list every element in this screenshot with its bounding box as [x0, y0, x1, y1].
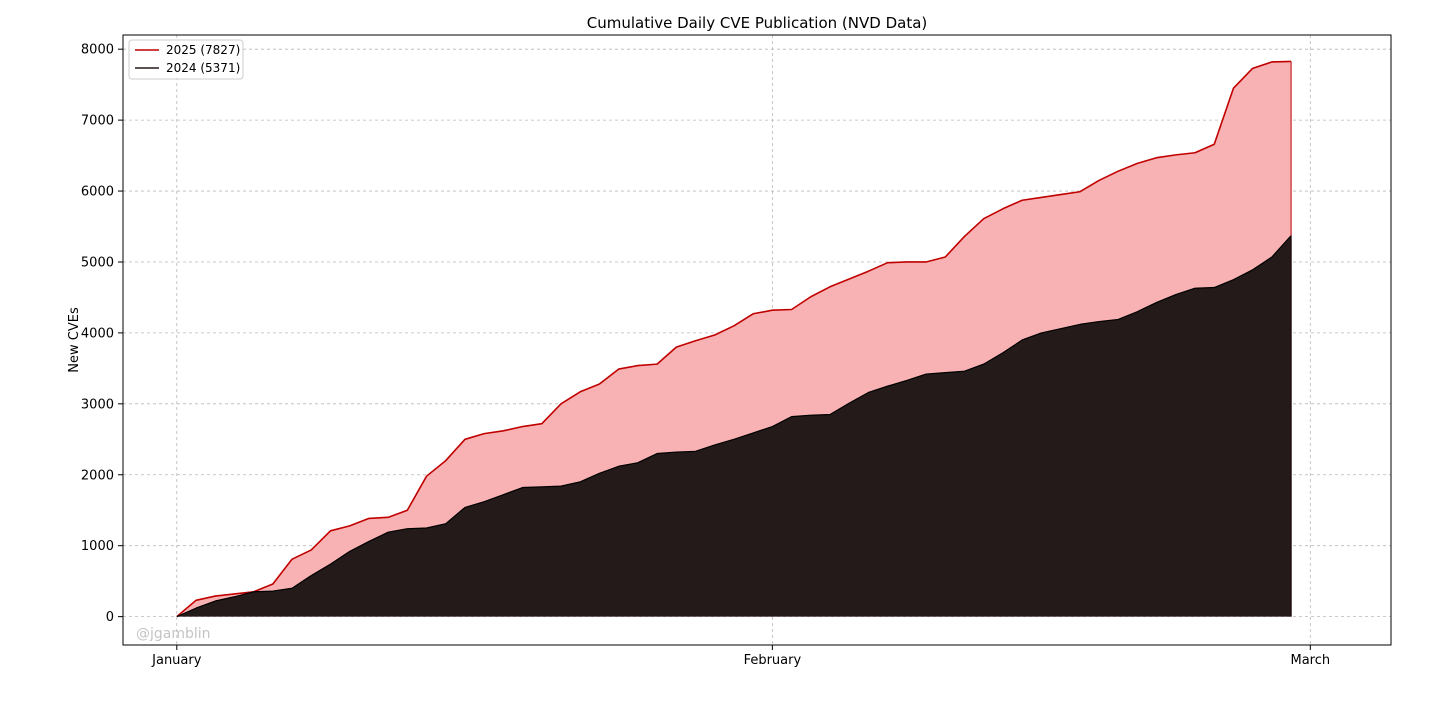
chart-title: Cumulative Daily CVE Publication (NVD Da… [587, 14, 928, 32]
series-areas [176, 60, 1292, 618]
y-tick-label: 3000 [81, 397, 114, 412]
y-tick-label: 4000 [81, 326, 114, 341]
y-tick-label: 1000 [81, 539, 114, 554]
y-tick-label: 8000 [81, 43, 114, 58]
y-tick-label: 6000 [81, 185, 114, 200]
y-tick-label: 2000 [81, 468, 114, 483]
x-axis-ticks: January February March [151, 645, 1330, 668]
y-tick-label: 0 [106, 610, 114, 625]
y-axis-label: New CVEs [67, 307, 82, 373]
legend: 2025 (7827) 2024 (5371) [128, 39, 244, 80]
plot-frame [122, 34, 1392, 646]
legend-label-2024: 2024 (5371) [166, 61, 240, 75]
area-2024 [176, 235, 1292, 617]
y-tick-label: 7000 [81, 114, 114, 129]
x-tick-label: March [1290, 653, 1330, 668]
y-tick-label: 5000 [81, 255, 114, 270]
line-2025 [176, 60, 1292, 618]
line-2024 [176, 235, 1292, 618]
x-tick-label: January [151, 653, 202, 668]
watermark-text: @jgamblin [136, 626, 211, 642]
x-tick-label: February [744, 653, 802, 668]
y-axis-ticks: 0 1000 2000 3000 4000 5000 6000 7000 8000 [81, 43, 123, 625]
legend-label-2025: 2025 (7827) [166, 43, 240, 57]
